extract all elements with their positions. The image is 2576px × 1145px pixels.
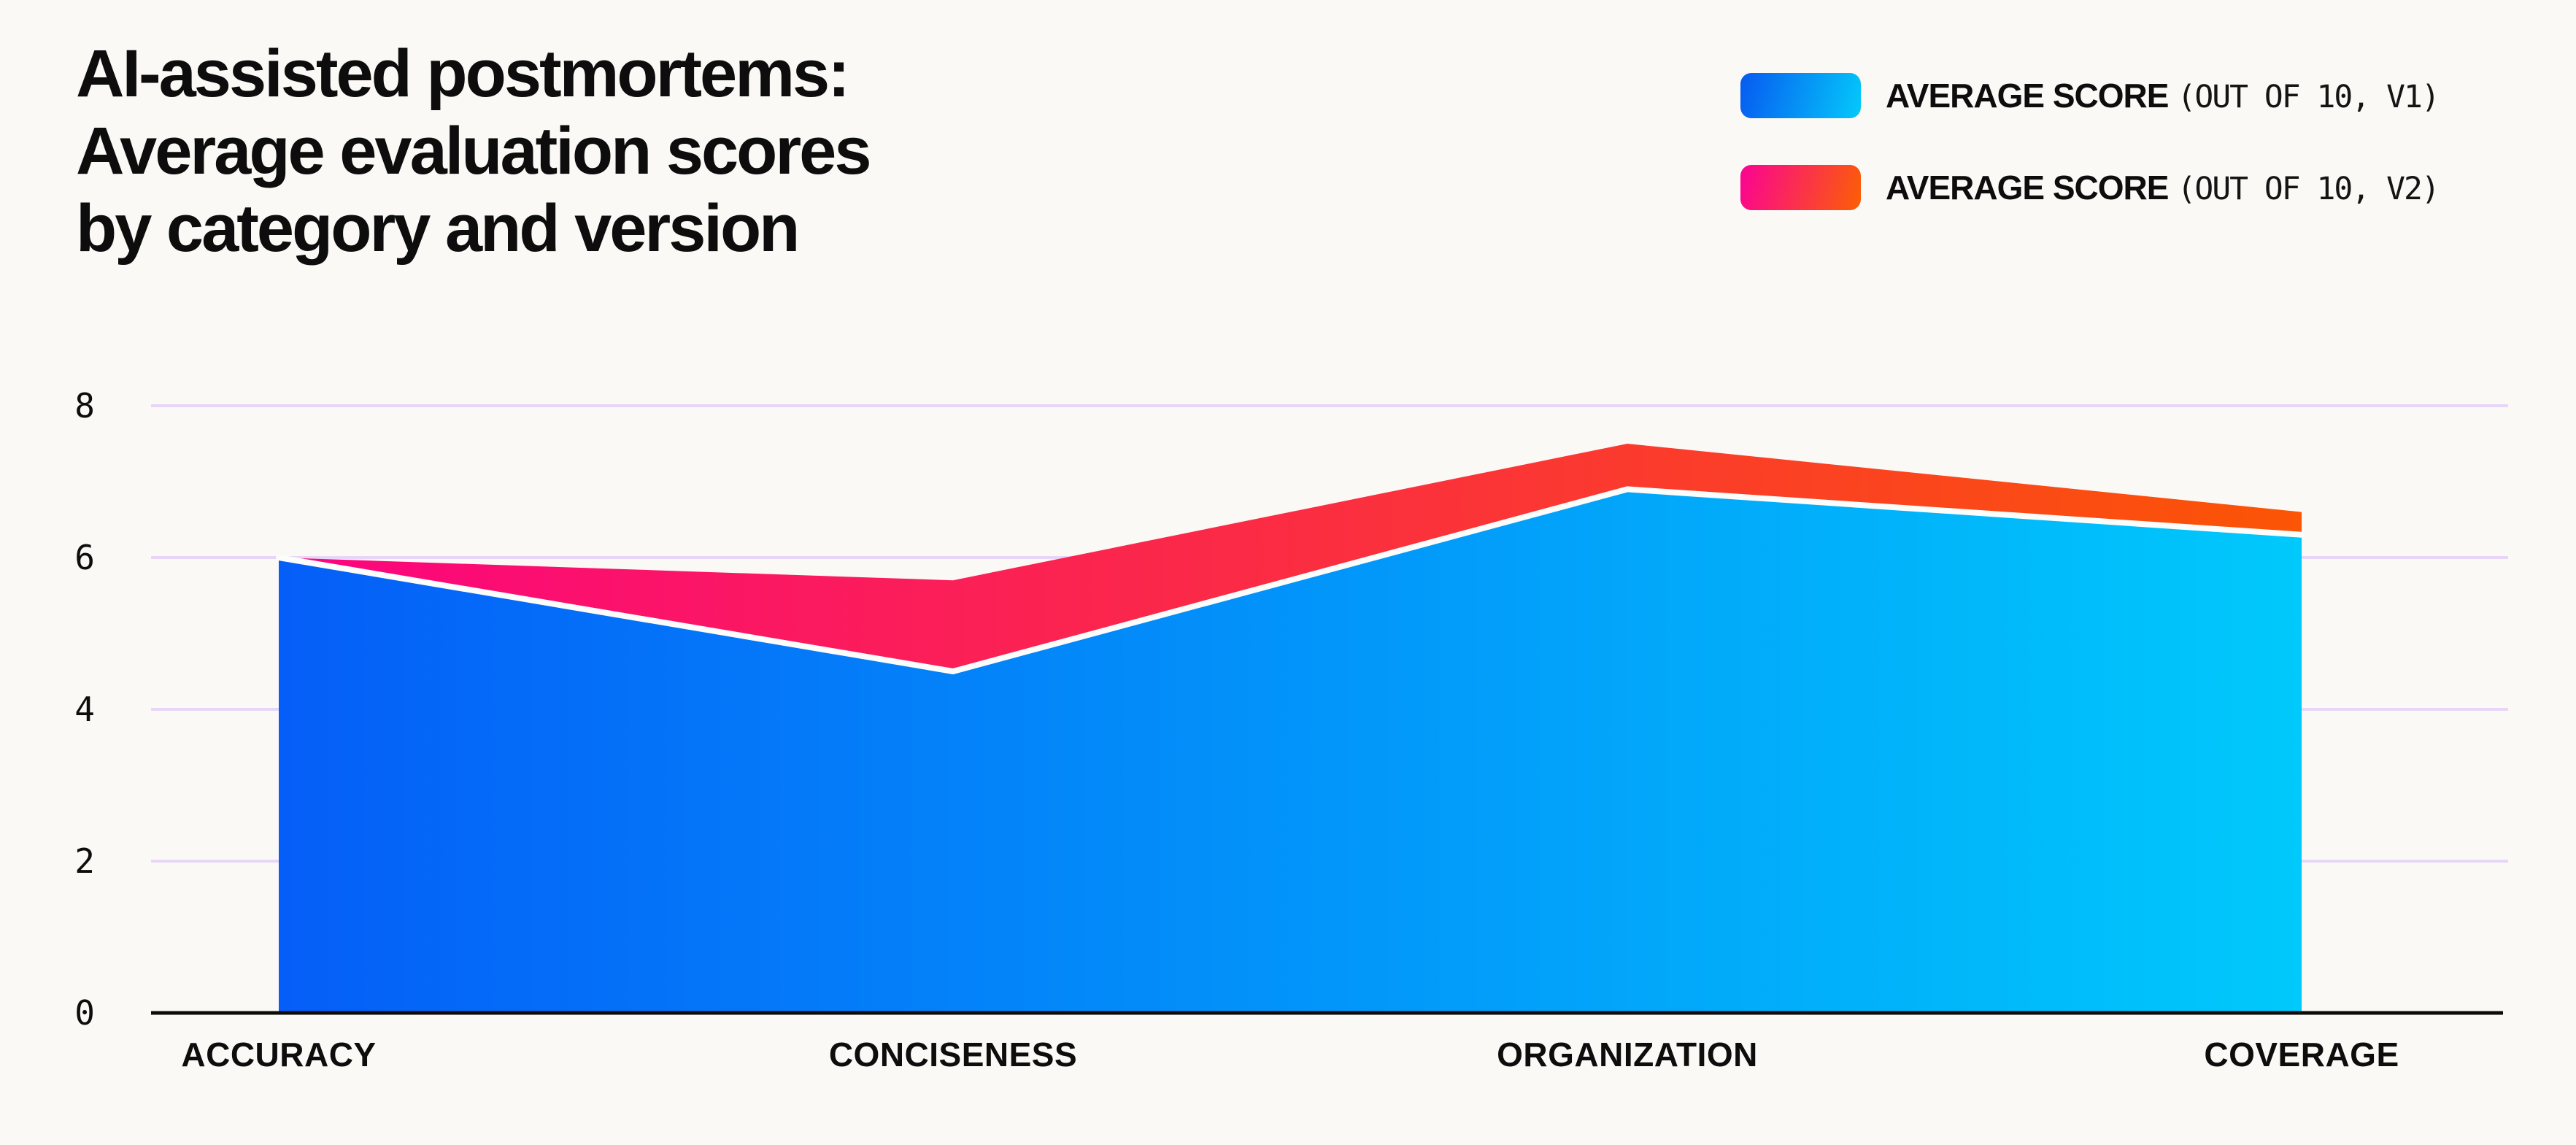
legend-label-v1: AVERAGE SCORE (OUT OF 10, V1) [1886, 76, 2440, 115]
x-category-label-accuracy: ACCURACY [181, 1036, 377, 1073]
legend-label-v2: AVERAGE SCORE (OUT OF 10, V2) [1886, 168, 2440, 207]
y-tick-label-6: 6 [74, 538, 95, 577]
x-category-label-organization: ORGANIZATION [1497, 1036, 1758, 1073]
y-tick-label-8: 8 [74, 386, 95, 425]
series-v1-topline [276, 486, 2305, 674]
legend-label-v1-detail: (OUT OF 10, V1) [2177, 79, 2440, 115]
legend-label-v2-bold: AVERAGE SCORE [1886, 169, 2169, 207]
legend-item-v1: AVERAGE SCORE (OUT OF 10, V1) [1740, 73, 2440, 118]
legend: AVERAGE SCORE (OUT OF 10, V1) AVERAGE SCO… [1740, 73, 2440, 210]
chart-title: AI-assisted postmortems: Average evaluat… [76, 36, 871, 266]
legend-swatch-v2-gradient [1740, 165, 1861, 210]
area-series-v1 [279, 489, 2302, 1013]
legend-label-v2-detail: (OUT OF 10, V2) [2177, 171, 2440, 207]
legend-swatch-v1-gradient [1740, 73, 1861, 118]
legend-label-v1-bold: AVERAGE SCORE [1886, 77, 2169, 115]
y-tick-label-0: 0 [74, 993, 95, 1033]
x-category-label-coverage: COVERAGE [2204, 1036, 2399, 1073]
y-tick-label-4: 4 [74, 690, 95, 729]
x-category-label-conciseness: CONCISENESS [828, 1036, 1078, 1073]
y-tick-label-2: 2 [74, 841, 95, 881]
legend-item-v2: AVERAGE SCORE (OUT OF 10, V2) [1740, 165, 2440, 210]
